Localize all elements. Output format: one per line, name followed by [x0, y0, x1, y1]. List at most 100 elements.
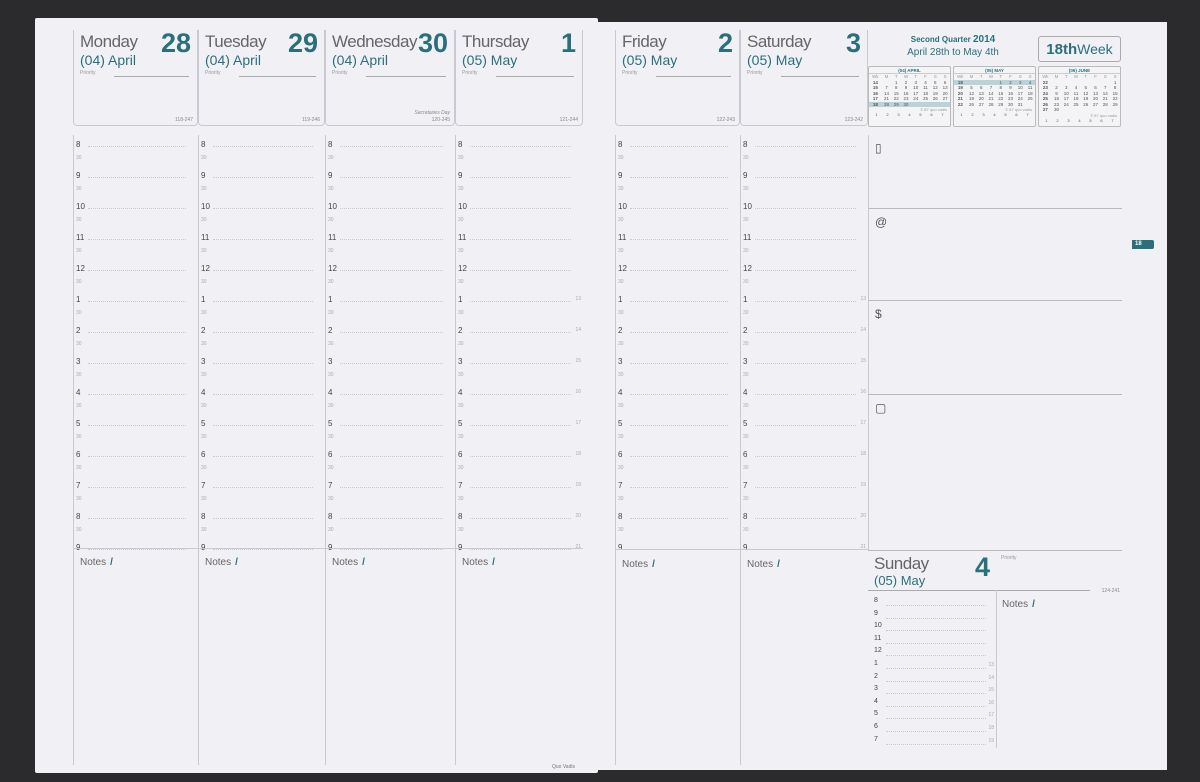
- date-cell[interactable]: 4: [1074, 85, 1078, 90]
- hour-slot[interactable]: 4: [616, 385, 740, 397]
- date-cell[interactable]: 30: [1008, 101, 1014, 107]
- notes-area[interactable]: Notes /: [205, 557, 238, 568]
- date-cell[interactable]: 1: [995, 79, 1006, 85]
- hour-slot[interactable]: 2 14: [741, 323, 868, 335]
- priority-line[interactable]: [239, 76, 316, 77]
- hour-slot[interactable]: 12: [616, 261, 740, 273]
- notes-section[interactable]: $: [868, 300, 1122, 394]
- date-cell[interactable]: 11: [923, 85, 928, 90]
- hour-slot[interactable]: 12: [199, 261, 325, 273]
- date-cell[interactable]: 16: [1008, 90, 1014, 96]
- hour-slot[interactable]: 7: [74, 478, 198, 490]
- date-cell[interactable]: 14: [988, 90, 994, 96]
- hour-slot[interactable]: 9: [74, 540, 198, 552]
- hour-slot[interactable]: 9 21: [456, 540, 583, 552]
- hour-slot[interactable]: 7: [616, 478, 740, 490]
- week-number-cell[interactable]: 22: [957, 101, 963, 107]
- date-cell[interactable]: 19: [1083, 96, 1089, 101]
- week-number-cell[interactable]: 23: [1042, 85, 1048, 90]
- hour-slot[interactable]: 8: [199, 137, 325, 149]
- hour-slot[interactable]: 8: [326, 509, 455, 521]
- date-cell[interactable]: 16: [903, 90, 909, 96]
- date-cell[interactable]: 15: [998, 90, 1004, 96]
- date-cell[interactable]: 22: [1112, 96, 1118, 101]
- hour-slot[interactable]: 8: [456, 137, 583, 149]
- hour-slot[interactable]: 8: [74, 137, 198, 149]
- hour-slot[interactable]: 11: [326, 230, 455, 242]
- priority-line[interactable]: [366, 76, 446, 77]
- hour-slot[interactable]: 6: [199, 447, 325, 459]
- week-number-cell[interactable]: 25: [1042, 96, 1048, 101]
- date-cell[interactable]: 7: [989, 85, 993, 90]
- date-cell[interactable]: 24: [1017, 96, 1023, 101]
- date-cell[interactable]: 18: [1027, 90, 1033, 96]
- hour-slot[interactable]: 3: [326, 354, 455, 366]
- hour-slot[interactable]: 10: [326, 199, 455, 211]
- date-cell[interactable]: 26: [969, 101, 975, 107]
- hour-slot[interactable]: 3: [74, 354, 198, 366]
- week-number-cell[interactable]: 18: [869, 101, 882, 107]
- hour-slot[interactable]: 10: [868, 621, 996, 633]
- date-cell[interactable]: 2: [1055, 85, 1058, 90]
- date-cell[interactable]: 31: [1017, 101, 1023, 107]
- hour-slot[interactable]: 7: [199, 478, 325, 490]
- hour-slot[interactable]: 1: [616, 292, 740, 304]
- date-cell[interactable]: [986, 79, 996, 85]
- hour-slot[interactable]: 1 13: [868, 659, 996, 671]
- hour-slot[interactable]: 9: [326, 540, 455, 552]
- date-cell[interactable]: 21: [988, 96, 994, 101]
- hour-slot[interactable]: 8 20: [456, 509, 583, 521]
- hour-slot[interactable]: 9: [199, 168, 325, 180]
- week-number-cell[interactable]: 24: [1042, 90, 1048, 96]
- date-cell[interactable]: 18: [923, 90, 929, 96]
- date-cell[interactable]: 11: [1027, 85, 1033, 90]
- date-cell[interactable]: 4: [1025, 79, 1035, 85]
- hour-slot[interactable]: 11: [741, 230, 868, 242]
- hour-slot[interactable]: 6: [326, 447, 455, 459]
- date-cell[interactable]: 20: [1093, 96, 1099, 101]
- hour-slot[interactable]: 4: [199, 385, 325, 397]
- hour-slot[interactable]: 12: [868, 646, 996, 658]
- date-cell[interactable]: 10: [1017, 85, 1023, 90]
- priority-line[interactable]: [781, 76, 859, 77]
- hour-slot[interactable]: 4: [74, 385, 198, 397]
- hour-slot[interactable]: 3 15: [868, 684, 996, 696]
- week-number-cell[interactable]: 14: [872, 79, 878, 85]
- hour-slot[interactable]: 9: [456, 168, 583, 180]
- date-cell[interactable]: 16: [1054, 96, 1060, 101]
- date-cell[interactable]: 28: [881, 101, 892, 107]
- date-cell[interactable]: 1: [895, 79, 898, 85]
- date-cell[interactable]: 12: [969, 90, 975, 96]
- hour-slot[interactable]: 9: [326, 168, 455, 180]
- date-cell[interactable]: [966, 79, 977, 85]
- hour-slot[interactable]: 2 14: [456, 323, 583, 335]
- date-cell[interactable]: 24: [1063, 101, 1069, 107]
- date-cell[interactable]: [920, 101, 931, 107]
- date-cell[interactable]: 3: [1015, 79, 1026, 85]
- hour-slot[interactable]: 10: [74, 199, 198, 211]
- hour-slot[interactable]: 1 13: [456, 292, 583, 304]
- hour-slot[interactable]: 5 17: [868, 709, 996, 721]
- date-cell[interactable]: 22: [893, 96, 899, 101]
- date-cell[interactable]: 5: [1084, 85, 1088, 90]
- date-cell[interactable]: 12: [932, 85, 938, 90]
- date-cell[interactable]: [930, 101, 941, 107]
- notes-area[interactable]: Notes /: [462, 557, 495, 568]
- date-cell[interactable]: 26: [1083, 101, 1089, 107]
- date-cell[interactable]: 1: [1113, 79, 1117, 85]
- hour-slot[interactable]: 3 15: [741, 354, 868, 366]
- hour-slot[interactable]: 5: [199, 416, 325, 428]
- date-cell[interactable]: 29: [998, 101, 1004, 107]
- hour-slot[interactable]: 3 15: [456, 354, 583, 366]
- date-cell[interactable]: 26: [932, 96, 938, 101]
- date-cell[interactable]: 29: [891, 101, 902, 107]
- hour-slot[interactable]: 8: [74, 509, 198, 521]
- hour-slot[interactable]: 4: [326, 385, 455, 397]
- week-number-cell[interactable]: 22: [1042, 79, 1048, 85]
- week-number-cell[interactable]: 17: [872, 96, 878, 101]
- date-cell[interactable]: 21: [1102, 96, 1108, 101]
- hour-slot[interactable]: 6 18: [456, 447, 583, 459]
- week-number-cell[interactable]: 19: [957, 85, 963, 90]
- notes-area[interactable]: Notes /: [80, 557, 113, 568]
- week-number-cell[interactable]: 18: [954, 79, 967, 85]
